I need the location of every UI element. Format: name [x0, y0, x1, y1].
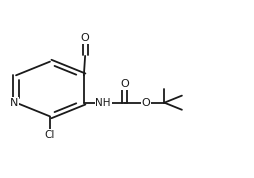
Text: O: O	[120, 79, 129, 89]
Text: Cl: Cl	[45, 130, 55, 140]
Text: NH: NH	[96, 98, 111, 108]
Text: O: O	[142, 98, 151, 108]
Text: N: N	[10, 98, 18, 108]
Text: O: O	[81, 33, 89, 43]
